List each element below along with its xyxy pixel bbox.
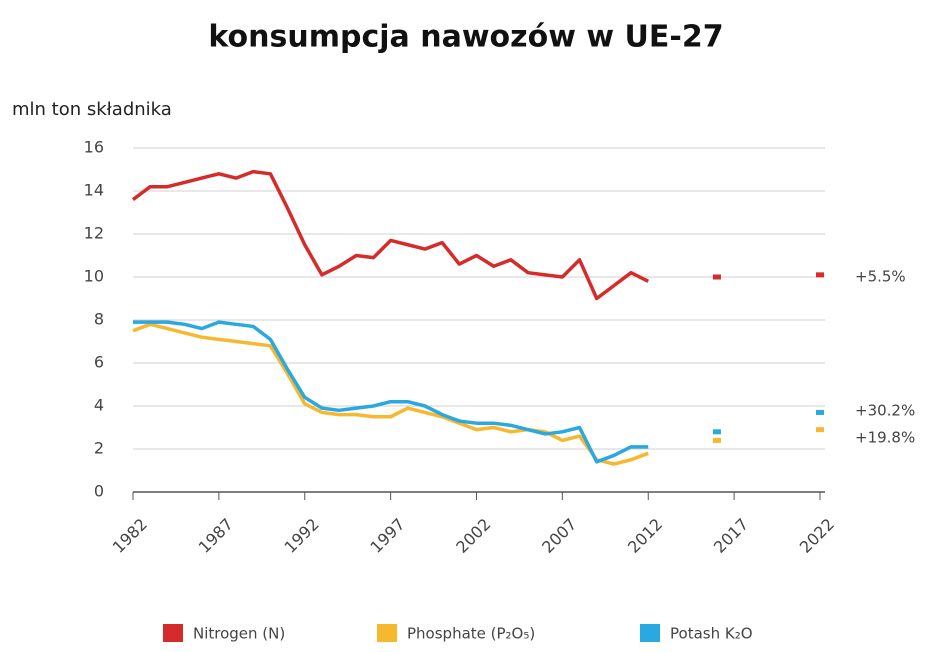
legend-swatch [640,624,660,642]
y-tick-label: 14 [84,181,104,200]
legend-swatch [163,624,183,642]
y-tick-label: 0 [94,482,104,501]
x-tick-label: 1987 [195,515,237,557]
projection-point [816,409,824,415]
y-tick-label: 16 [84,138,104,157]
legend-label: Phosphate (P₂O₅) [407,625,535,643]
x-tick-label: 2017 [710,515,752,557]
y-tick-label: 6 [94,353,104,372]
y-tick-label: 12 [84,224,104,243]
projection-point [712,274,721,280]
series-line [131,169,650,301]
legend-swatch [377,624,397,642]
x-tick-label: 2022 [796,515,838,557]
projection-point [712,437,721,443]
y-axis-label: mln ton składnika [12,99,172,120]
series-line [133,320,649,464]
x-tick-label: 2007 [538,515,580,557]
legend-label: Potash K₂O [670,625,753,643]
y-tick-label: 2 [94,439,104,458]
projection-point [816,427,824,433]
annotation: +19.8% [855,429,915,447]
series-line [132,322,649,466]
x-tick-label: 1992 [281,515,323,557]
legend-label: Nitrogen (N) [193,625,285,643]
projection-point [712,429,721,435]
annotation: +30.2% [855,402,915,420]
y-tick-label: 8 [94,310,104,329]
y-tick-label: 10 [84,267,104,286]
x-tick-label: 2012 [624,515,666,557]
chart-title: konsumpcja nawozów w UE-27 [208,20,723,55]
projection-point [816,272,824,278]
x-tick-label: 2002 [452,515,494,557]
annotation: +5.5% [855,268,906,286]
x-tick-label: 1982 [109,515,151,557]
y-tick-label: 4 [94,396,104,415]
x-tick-label: 1997 [366,515,408,557]
